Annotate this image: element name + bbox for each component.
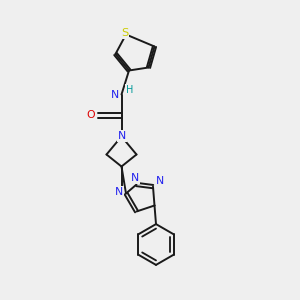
- Text: H: H: [126, 85, 134, 95]
- Text: N: N: [118, 131, 126, 141]
- Text: N: N: [131, 173, 139, 183]
- Text: S: S: [121, 28, 128, 38]
- Text: N: N: [155, 176, 164, 186]
- Text: N: N: [111, 89, 120, 100]
- Text: N: N: [115, 187, 124, 197]
- Text: O: O: [87, 110, 95, 121]
